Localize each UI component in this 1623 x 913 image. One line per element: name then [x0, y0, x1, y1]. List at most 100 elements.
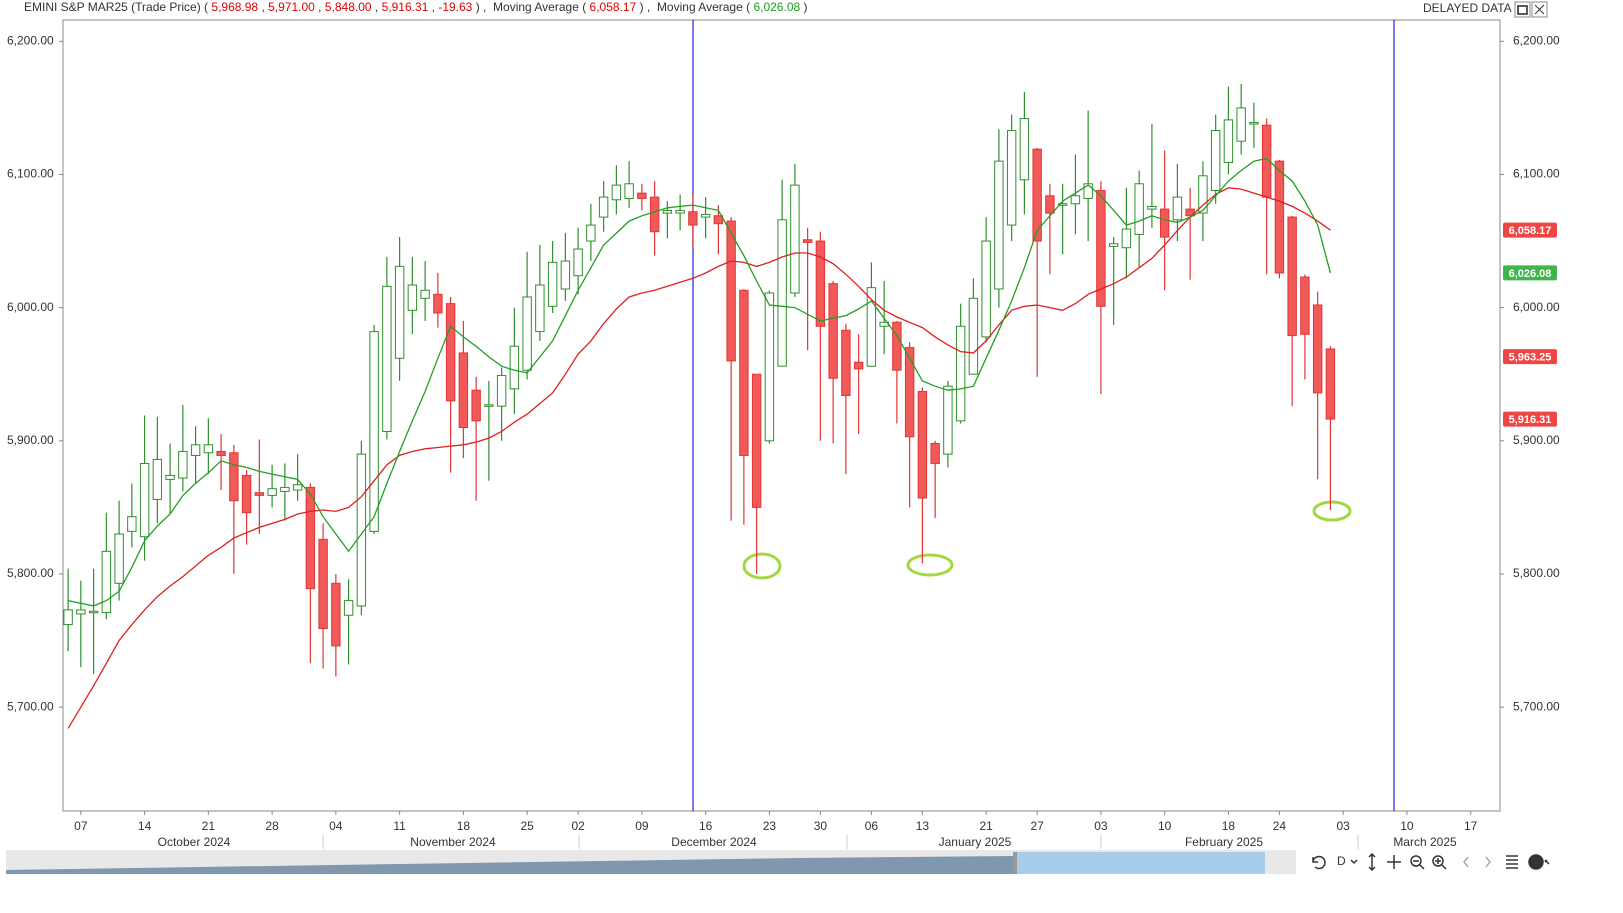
candle-body [560, 260, 571, 290]
x-tick-label: 28 [265, 819, 279, 833]
moving-average [67, 157, 1332, 607]
candle-body [1172, 196, 1183, 221]
y-tick-label: 6,000.00 [7, 300, 54, 314]
candle-body [828, 283, 838, 379]
instrument: EMINI S&P MAR25 (Trade Price) [24, 0, 201, 14]
candle-body [968, 297, 979, 375]
candle-body [356, 453, 367, 607]
candle-body [267, 488, 277, 496]
candle-body [535, 284, 545, 333]
candle-body [1057, 203, 1068, 206]
candle-body [433, 293, 443, 314]
toolbar[interactable] [1312, 852, 1550, 872]
candle-body [611, 184, 622, 201]
x-tick-label: 21 [979, 819, 993, 833]
candle-body [496, 375, 507, 407]
candle-body [675, 209, 685, 214]
candle-body [624, 183, 634, 199]
month-label: November 2024 [410, 835, 496, 849]
y-tick-label: 6,200.00 [7, 33, 54, 47]
candle-body [981, 240, 991, 338]
candle-body [1325, 348, 1336, 420]
candle-body [280, 486, 290, 492]
candle-body [726, 220, 736, 362]
candle-body [700, 213, 711, 218]
candle-body [165, 474, 175, 480]
x-tick-label: 11 [393, 819, 406, 833]
status: DELAYED DATA [1423, 1, 1512, 15]
candle-body [764, 292, 775, 442]
candle-body [407, 284, 418, 311]
candle-body [1096, 189, 1106, 307]
candle-body [152, 458, 163, 500]
x-tick-label: 13 [916, 819, 930, 833]
candle-body [573, 248, 583, 277]
candle-body [203, 444, 214, 454]
x-tick-label: 04 [329, 819, 343, 833]
candle-body [1159, 208, 1170, 238]
candle-body [930, 442, 940, 464]
x-tick-label: 16 [699, 819, 713, 833]
y-tick-label: 5,700.00 [7, 699, 54, 713]
x-tick-label: 10 [1158, 819, 1172, 833]
candle-body [802, 239, 813, 243]
candle-body [1108, 243, 1119, 247]
window-buttons[interactable] [1514, 1, 1548, 18]
candle-body [190, 444, 201, 456]
month-label: January 2025 [939, 835, 1012, 849]
candle-body [739, 289, 749, 456]
y-tick-label: 5,900.00 [1513, 433, 1560, 447]
month-label: February 2025 [1185, 835, 1263, 849]
x-tick-label: 10 [1400, 819, 1414, 833]
candle-body [1274, 160, 1285, 274]
header-value: 5,916.31 [381, 0, 429, 14]
candle-body [815, 240, 826, 327]
candle-body [382, 285, 392, 432]
candle-body [1121, 228, 1132, 249]
candle-body [688, 211, 698, 226]
price-tag [1503, 265, 1557, 281]
candle-body [178, 450, 188, 479]
candle-body [63, 609, 73, 626]
month-label: October 2024 [158, 835, 231, 849]
price-tag [1503, 222, 1557, 238]
price-tag [1503, 411, 1557, 427]
candle-body [420, 289, 430, 299]
candle-body [1032, 148, 1042, 242]
x-tick-label: 06 [865, 819, 879, 833]
chart-header: EMINI S&P MAR25 (Trade Price) ( 5,968.98… [24, 0, 808, 14]
y-tick-label: 5,700.00 [1513, 699, 1560, 713]
candle-body [904, 347, 915, 438]
candle-body [114, 533, 124, 584]
interval[interactable]: D [1337, 854, 1346, 868]
price-tag-label: 6,058.17 [1509, 225, 1552, 237]
legend-value: 6,026.08 [753, 0, 801, 14]
header-value: 5,848.00 [324, 0, 372, 14]
x-tick-label: 07 [74, 819, 88, 833]
candle-body [76, 609, 86, 615]
x-tick-label: 30 [814, 819, 828, 833]
candle-body [955, 325, 966, 422]
candle-body [713, 215, 724, 225]
candle-body [853, 361, 864, 370]
x-tick-label: 14 [138, 819, 152, 833]
y-tick-label: 5,800.00 [7, 566, 54, 580]
candle-body [1019, 118, 1030, 181]
navigator[interactable] [6, 850, 1296, 874]
candle-body [127, 516, 137, 532]
candle-body [101, 550, 112, 614]
y-tick-label: 6,100.00 [1513, 167, 1560, 181]
header-value: 5,968.98 [211, 0, 259, 14]
y-tick-label: 6,000.00 [1513, 300, 1560, 314]
candle-body [484, 404, 494, 407]
candle-body [1198, 175, 1208, 214]
price-tag-label: 5,916.31 [1509, 414, 1552, 426]
y-tick-label: 6,100.00 [7, 167, 54, 181]
candle-body [369, 331, 379, 532]
candle-body [1312, 304, 1323, 394]
legend-name: Moving Average [656, 0, 743, 14]
x-tick-label: 17 [1464, 819, 1478, 833]
x-tick-label: 21 [202, 819, 216, 833]
candle-body [331, 582, 341, 647]
